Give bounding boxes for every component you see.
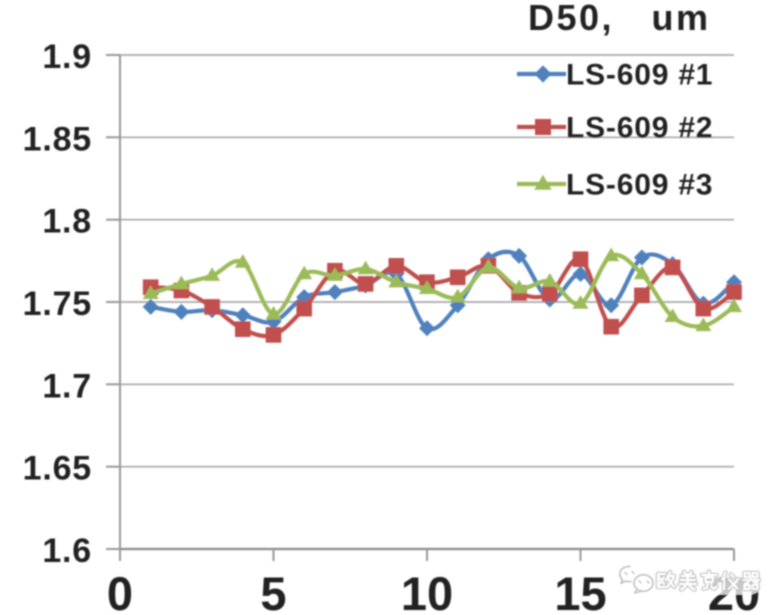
svg-text:5: 5 [260,567,286,615]
svg-text:D50, um: D50, um [528,0,711,38]
svg-text:15: 15 [554,567,606,615]
svg-text:1.9: 1.9 [42,38,92,76]
svg-text:1.65: 1.65 [23,450,92,488]
svg-text:1.8: 1.8 [42,203,92,241]
svg-text:1.85: 1.85 [23,120,92,158]
svg-text:1.75: 1.75 [23,285,92,323]
svg-text:1.6: 1.6 [42,532,92,570]
svg-text:1.7: 1.7 [42,367,92,405]
svg-text:0: 0 [107,567,133,615]
svg-text:LS-609 #1: LS-609 #1 [566,59,713,92]
svg-text:LS-609 #3: LS-609 #3 [566,169,713,202]
svg-text:10: 10 [401,567,453,615]
svg-text:LS-609 #2: LS-609 #2 [566,112,713,145]
